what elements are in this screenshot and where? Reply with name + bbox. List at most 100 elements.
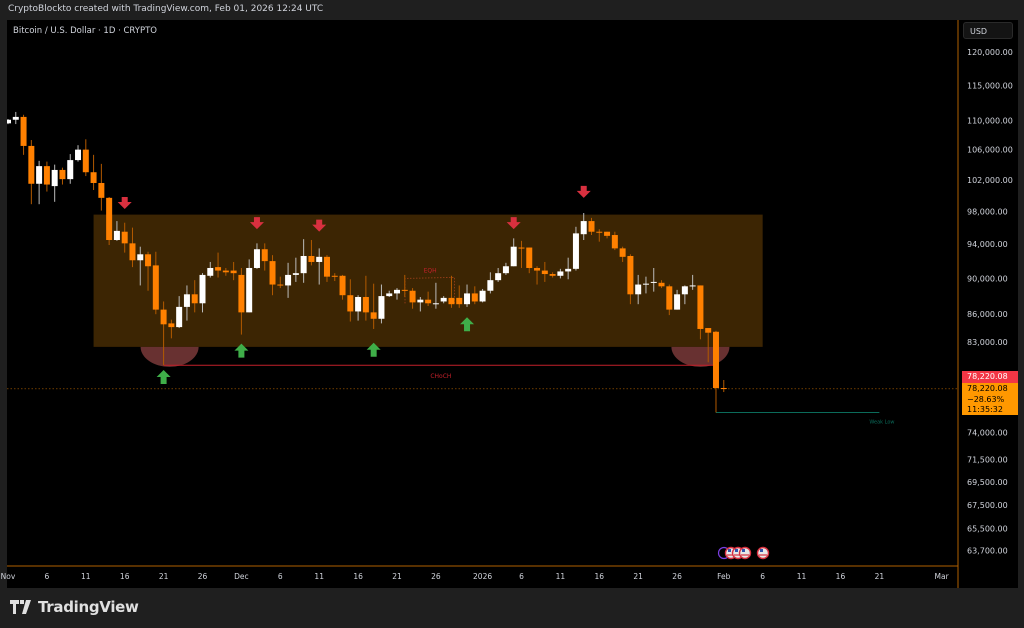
candle [378,284,385,324]
candle-body [549,274,556,276]
candle [611,231,618,251]
candle [145,251,152,291]
candle [20,114,27,155]
symbol-title[interactable]: Bitcoin / U.S. Dollar · 1D · CRYPTO [13,26,157,36]
bullish-arrow-icon [156,370,171,385]
candle [121,222,128,253]
candle-body [215,267,222,271]
candle-body [495,273,502,281]
candle-body [253,249,260,268]
time-tick-label: 26 [672,572,682,581]
candle-body [168,323,175,328]
bearish-arrow-icon [312,219,327,232]
candle-body [230,270,237,274]
candle-body [323,256,330,277]
price-tick-label: 71,500.00 [967,456,1008,465]
candle [596,229,603,242]
plot-area: CHoCH EQH Weak Low [7,111,958,426]
price-tick-label: 110,000.00 [967,116,1013,125]
candle [36,160,43,205]
candle [666,284,673,316]
weak-low-label: Weak Low [869,420,894,426]
candle [432,282,439,309]
candle [137,246,144,286]
currency-button[interactable]: USD [963,22,1013,39]
candle-body [448,297,455,305]
candle-body [75,149,82,161]
time-tick-label: 16 [595,572,605,581]
time-tick-label: 11 [81,572,91,581]
candle [168,319,175,339]
time-tick-label: Feb [717,572,731,581]
price-tick-label: 90,000.00 [967,274,1008,283]
candle-body [720,388,727,390]
candle-body [316,256,323,262]
candle [285,262,292,298]
candle [106,197,113,246]
candle-body [207,267,214,276]
time-tick-label: 21 [159,572,169,581]
candle [160,301,167,366]
candle-body [106,197,113,241]
candle-body [479,290,486,302]
candle [674,289,681,310]
candle-body [642,283,649,285]
candle-body [300,255,307,274]
candle-body [518,247,525,249]
candle [510,238,517,267]
time-tick-label: 2026 [473,572,492,581]
flag-canton [760,549,763,552]
candle-body [339,275,346,296]
candle-body [51,169,58,187]
candle [409,288,416,309]
candle [43,161,50,192]
candle [689,274,696,290]
candle-body [712,331,719,389]
price-tick-label: 63,700.00 [967,546,1008,555]
time-tick-label: Nov [1,572,16,581]
candle [316,248,323,285]
price-change-percent: −28.63% [967,394,1005,404]
bullish-arrow-icon [366,342,381,357]
candle [580,212,587,241]
candle [370,283,377,329]
choch-label: CHoCH [430,373,451,380]
candle [456,285,463,308]
candle-body [394,289,400,294]
price-tick-label: 67,500.00 [967,501,1008,510]
candle-body [541,270,548,275]
candle-body [534,267,541,271]
candle-body [113,230,120,241]
candle [12,111,19,125]
candle [183,285,190,321]
candle [355,295,362,321]
candle-body [432,303,439,305]
candle-body [401,289,408,291]
candle-body [98,182,105,198]
candle-body [635,284,642,295]
candle [658,280,665,289]
candle [292,257,299,282]
candle-body [285,274,292,286]
candle [67,154,74,184]
price-tick-label: 69,500.00 [967,478,1008,487]
time-tick-label: 26 [198,572,208,581]
candle [464,284,471,307]
candle-body [604,231,611,236]
time-tick-label: 16 [353,572,363,581]
candle [207,261,214,278]
candle [440,296,447,304]
bullish-arrow-icon [460,317,475,332]
candle [635,274,642,305]
candle-body [370,312,377,319]
candle [51,164,58,202]
candle-body [90,172,97,183]
candle-body [456,297,463,305]
candle-body [596,231,603,233]
candle-body [277,284,284,286]
candle [7,119,11,125]
candle [308,240,315,266]
candle [394,288,400,300]
footer: TradingView [10,598,139,616]
